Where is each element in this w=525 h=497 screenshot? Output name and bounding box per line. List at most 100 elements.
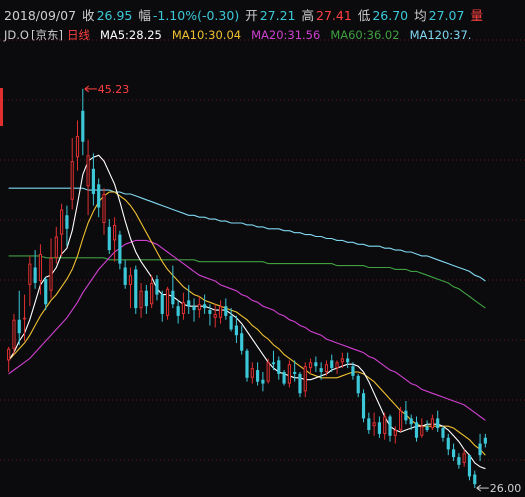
candle-body — [425, 426, 429, 431]
candle-body — [197, 304, 201, 311]
quote-date: 2018/09/07 — [4, 8, 77, 23]
annotation-label: 26.00 — [490, 482, 522, 495]
candle-body — [155, 279, 159, 295]
stock-code: JD.O — [4, 28, 29, 42]
candle-body — [7, 348, 11, 361]
ma20-line — [8, 239, 486, 421]
candle-body — [81, 110, 85, 142]
candle — [234, 315, 238, 343]
candle — [240, 325, 244, 355]
candle — [22, 294, 27, 342]
candle — [229, 308, 233, 332]
candle — [134, 265, 138, 314]
candle — [266, 358, 270, 384]
candle-body — [351, 366, 355, 376]
open-label: 开 — [245, 8, 258, 23]
candle — [171, 265, 175, 309]
candle — [33, 250, 37, 289]
candle-body — [75, 135, 80, 158]
candle-body — [414, 422, 419, 438]
candle-body — [12, 319, 16, 349]
candle-body — [282, 371, 286, 384]
candle-body — [70, 161, 74, 200]
candle-body — [224, 306, 228, 316]
candle-body — [388, 416, 392, 436]
candle-body — [139, 290, 143, 309]
candle — [218, 300, 223, 324]
candle — [388, 414, 392, 442]
candle-body — [102, 193, 106, 223]
candle-body — [404, 410, 408, 421]
volume-label: 量 — [470, 8, 483, 23]
candle — [7, 346, 11, 372]
candle-body — [377, 422, 382, 434]
candle — [478, 433, 482, 461]
candle-body — [150, 282, 154, 305]
candle-body — [319, 368, 323, 372]
candle-body — [165, 288, 170, 316]
candle — [441, 426, 445, 442]
ma60-label: MA60:36.02 — [330, 28, 400, 42]
period-label[interactable]: 日线 — [66, 28, 90, 42]
candle — [150, 275, 154, 309]
low-value: 26.70 — [372, 8, 409, 23]
candle-body — [187, 300, 191, 307]
candle — [324, 360, 329, 376]
candle-body — [420, 426, 424, 436]
close-value: 26.95 — [96, 8, 133, 23]
candle-body — [335, 362, 339, 369]
candle-body — [361, 393, 366, 419]
candle-body — [356, 375, 360, 394]
candle — [414, 416, 419, 442]
candle — [213, 304, 217, 328]
candle-body — [441, 428, 445, 438]
candle — [430, 414, 434, 431]
candle — [346, 352, 350, 369]
ma60-line — [8, 255, 486, 309]
candle — [473, 470, 477, 489]
candle-body — [303, 366, 307, 392]
candle-body — [446, 437, 450, 450]
candle-body — [22, 317, 27, 320]
candle — [319, 362, 323, 380]
ma10-label: MA10:30.04 — [171, 28, 242, 42]
candle — [17, 290, 21, 345]
left-edge-marker — [0, 88, 3, 126]
candle-body — [208, 310, 212, 314]
candle — [44, 277, 48, 311]
candles — [7, 88, 487, 489]
candle — [139, 282, 143, 318]
candle-body — [171, 290, 175, 305]
candle — [245, 348, 249, 382]
candle — [81, 88, 85, 156]
candle-body — [49, 257, 53, 291]
candle — [54, 226, 58, 264]
candle-body — [367, 418, 371, 431]
stock-name: [京东] — [30, 28, 63, 42]
candle-body — [144, 290, 148, 307]
candle — [298, 371, 302, 398]
annotations: 45.23 26.00 — [84, 83, 522, 495]
candle-body — [192, 306, 196, 311]
candle — [451, 443, 456, 461]
candle-body — [60, 209, 64, 235]
candle-body — [44, 279, 48, 305]
candle-body — [277, 360, 281, 374]
candle — [155, 275, 159, 301]
candle — [467, 455, 472, 481]
candle — [377, 416, 382, 438]
candle-body — [256, 370, 260, 382]
candle-body — [483, 437, 487, 444]
candle-body — [28, 263, 32, 285]
ma10-line — [8, 191, 486, 456]
candle-body — [298, 373, 302, 394]
candle-body — [118, 234, 122, 264]
candle — [197, 296, 201, 318]
candle — [107, 219, 111, 254]
ma120-line — [8, 187, 486, 282]
change-value: -1.10%(-0.30) — [152, 8, 240, 23]
candle-body — [409, 418, 413, 425]
candle-body — [261, 379, 265, 384]
candle — [399, 406, 403, 432]
